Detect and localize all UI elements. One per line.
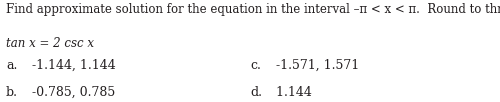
Text: 1.144: 1.144 bbox=[268, 86, 312, 99]
Text: tan x = 2 csc x: tan x = 2 csc x bbox=[6, 37, 94, 50]
Text: -0.785, 0.785: -0.785, 0.785 bbox=[24, 86, 115, 99]
Text: b.: b. bbox=[6, 86, 18, 99]
Text: d.: d. bbox=[250, 86, 262, 99]
Text: Find approximate solution for the equation in the interval –π < x < π.  Round to: Find approximate solution for the equati… bbox=[6, 3, 500, 16]
Text: -1.144, 1.144: -1.144, 1.144 bbox=[24, 59, 115, 72]
Text: c.: c. bbox=[250, 59, 261, 72]
Text: a.: a. bbox=[6, 59, 18, 72]
Text: -1.571, 1.571: -1.571, 1.571 bbox=[268, 59, 359, 72]
